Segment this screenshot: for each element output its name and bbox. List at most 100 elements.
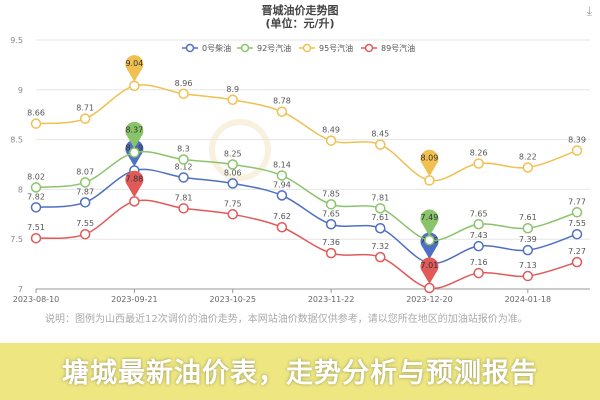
x-tick-label: 2023-10-25 <box>209 295 256 304</box>
pin-marker <box>125 121 144 149</box>
data-label: 8.96 <box>175 79 193 88</box>
data-point <box>522 162 534 173</box>
data-label: 7.16 <box>470 258 488 267</box>
data-label: 7.61 <box>519 213 537 222</box>
data-point <box>375 203 386 214</box>
data-point <box>30 202 42 213</box>
legend-label: 92号汽油 <box>257 43 291 53</box>
x-tick-label: 2023-09-21 <box>111 295 158 304</box>
data-point <box>178 172 189 183</box>
data-label: 7.55 <box>568 219 586 228</box>
legend-marker <box>364 43 374 53</box>
series-line <box>35 84 578 182</box>
data-point <box>522 270 534 282</box>
y-tick-label: 7 <box>18 285 23 294</box>
y-tick-label: 8.5 <box>10 136 23 145</box>
data-point <box>424 282 435 294</box>
y-tick-label: 9.5 <box>10 36 23 45</box>
data-label: 7.43 <box>470 231 488 240</box>
data-point <box>325 135 337 146</box>
chart-title: 晋城油价走势图 (单位：元/升) <box>0 4 600 30</box>
data-point <box>30 118 42 129</box>
subtitle-text: (单位：元/升) <box>265 17 335 30</box>
data-label: 7.49 <box>421 213 439 222</box>
data-point <box>424 234 435 246</box>
line-chart: 7 7.5 8 8.5 9 9.5 2023-08-10 2023-09-21 2023-10-… <box>10 36 590 304</box>
data-label: 8.06 <box>224 168 242 177</box>
data-point <box>79 113 91 124</box>
data-label: 7.81 <box>371 193 389 202</box>
data-point <box>178 88 189 100</box>
data-point <box>375 222 386 234</box>
data-label: 7.81 <box>175 193 193 202</box>
data-point <box>30 182 42 193</box>
data-point <box>473 158 484 169</box>
data-label: 7.01 <box>421 261 439 270</box>
pin-marker <box>420 257 439 285</box>
data-point <box>325 199 337 210</box>
legend-marker <box>185 43 195 53</box>
y-tick-label: 8 <box>18 185 23 194</box>
data-point <box>227 178 238 189</box>
data-label: 8.25 <box>224 150 242 159</box>
legend-label: 89号汽油 <box>381 43 415 53</box>
data-point <box>571 145 583 156</box>
data-label: 8.78 <box>273 97 291 106</box>
data-label: 7.36 <box>322 238 340 247</box>
data-label: 8.26 <box>470 149 488 158</box>
data-point <box>227 94 238 106</box>
data-label: 7.27 <box>568 247 586 256</box>
data-label: 7.87 <box>76 187 94 196</box>
data-label: 8.3 <box>177 145 190 154</box>
data-point <box>79 177 91 188</box>
data-point <box>79 228 91 240</box>
data-point <box>424 175 435 186</box>
data-point <box>227 159 238 170</box>
data-label: 8.14 <box>273 160 291 169</box>
data-label: 9.04 <box>125 59 143 68</box>
data-label: 7.32 <box>371 242 389 251</box>
data-label: 7.39 <box>519 235 537 244</box>
legend-marker <box>240 43 250 53</box>
legend-label: 95号汽油 <box>319 43 353 53</box>
download-icon[interactable]: ⤓ <box>586 4 592 18</box>
data-label: 8.07 <box>76 167 94 176</box>
data-label: 7.82 <box>27 192 45 201</box>
data-label: 7.77 <box>568 197 586 206</box>
data-label: 8.71 <box>76 104 94 113</box>
data-label: 7.55 <box>76 219 94 228</box>
data-point <box>129 196 140 207</box>
data-point <box>473 267 484 279</box>
data-point <box>571 228 583 240</box>
data-label: 7.75 <box>224 199 242 208</box>
data-label: 8.09 <box>421 153 439 162</box>
data-point <box>276 170 288 181</box>
data-label: 7.13 <box>519 261 537 270</box>
data-point <box>571 207 583 218</box>
data-label: 8.45 <box>371 130 389 139</box>
pin-marker <box>125 55 144 82</box>
data-label: 8.37 <box>125 126 143 135</box>
data-point <box>473 240 484 252</box>
data-point <box>129 80 140 92</box>
data-label: 7.65 <box>322 209 340 218</box>
pin-marker <box>420 209 439 237</box>
data-point <box>129 147 140 158</box>
data-label: 8.9 <box>226 85 239 94</box>
chart-note: 说明：图例为山西最近12次调价的油价走势，本网站油价数据仅供参考，请以您所在地区… <box>45 314 528 325</box>
y-tick-label: 7.5 <box>10 235 23 244</box>
data-point <box>30 232 42 244</box>
pin-marker <box>420 149 439 177</box>
data-label: 8.12 <box>175 162 193 171</box>
x-tick-label: 2023-08-10 <box>13 295 60 304</box>
legend-label: 0号柴油 <box>202 43 231 53</box>
data-label: 8.39 <box>568 136 586 145</box>
banner-title: 塘城最新油价表，走势分析与预测报告 <box>62 358 538 389</box>
y-tick-label: 9 <box>18 86 23 95</box>
data-label: 7.61 <box>371 213 389 222</box>
data-point <box>227 209 238 220</box>
data-label: 7.94 <box>273 180 291 189</box>
data-point <box>522 222 534 234</box>
data-label: 7.51 <box>27 223 45 232</box>
watermark-logo <box>209 119 271 181</box>
